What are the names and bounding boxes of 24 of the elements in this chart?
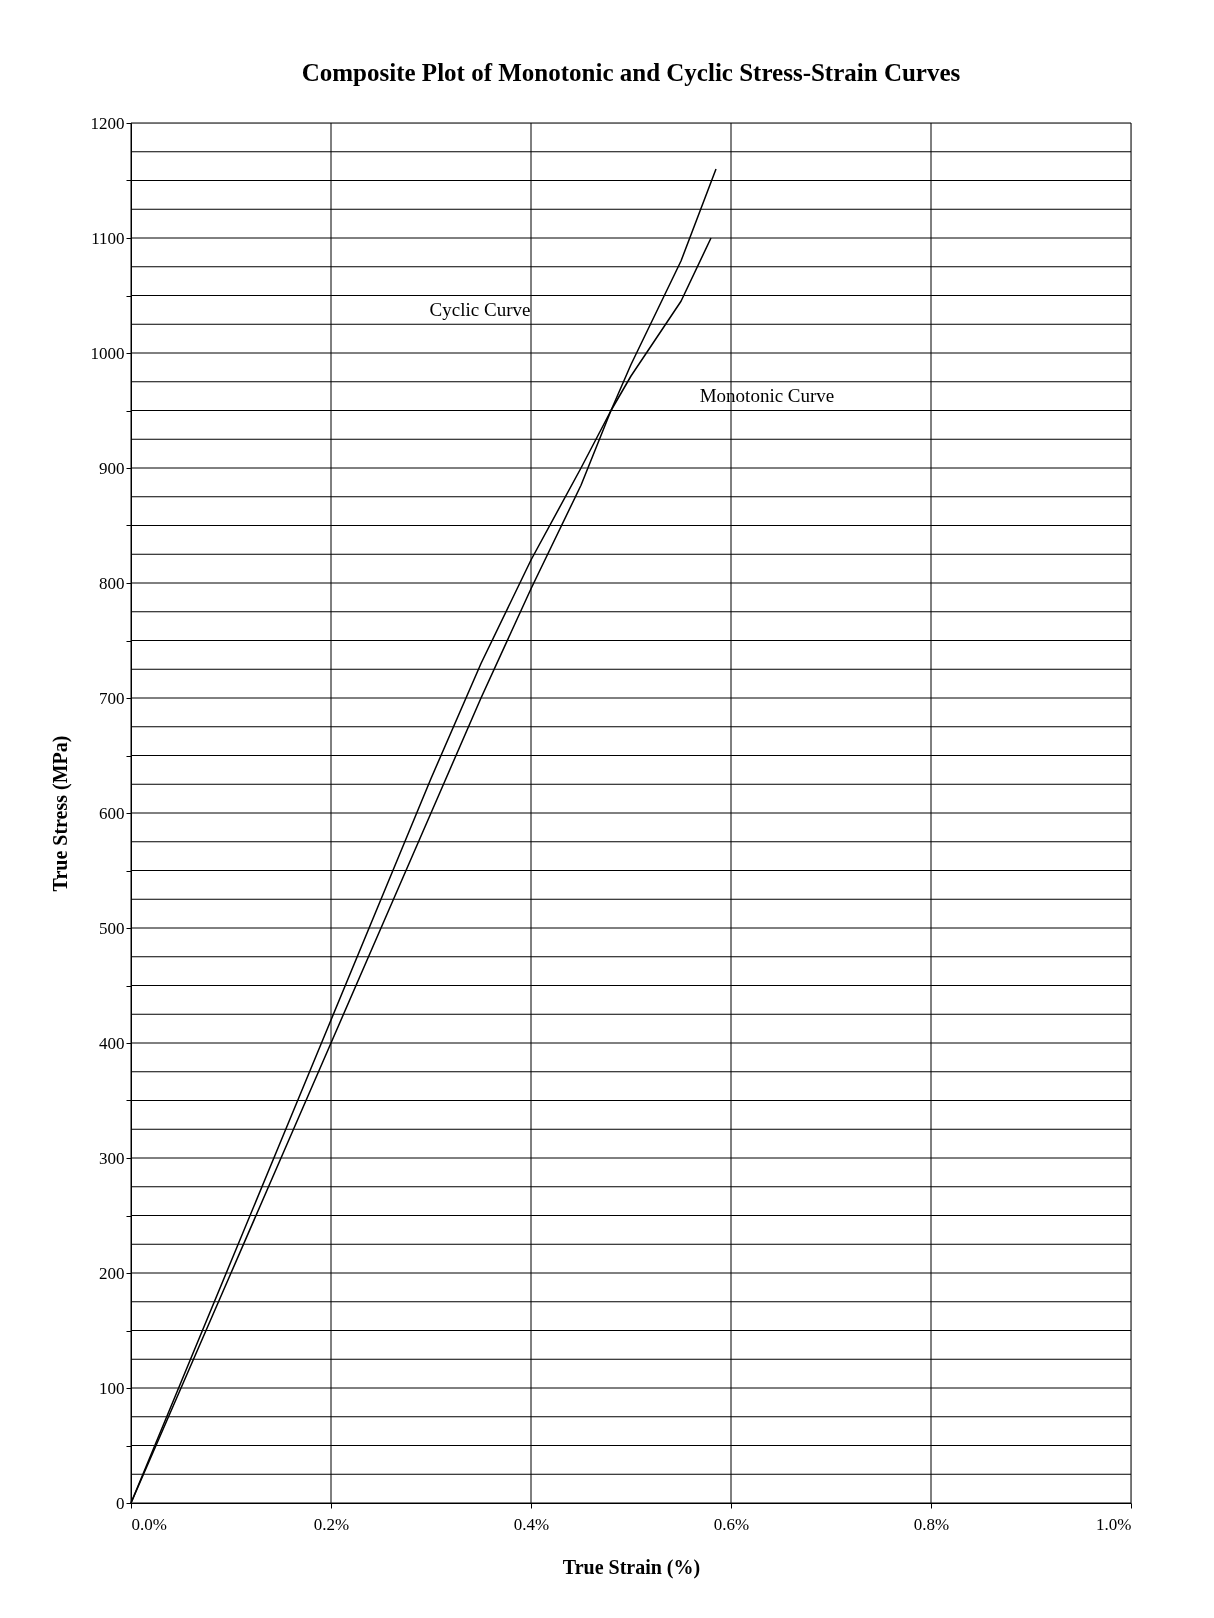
y-tick-label: 900	[99, 458, 125, 478]
y-tick-label: 1200	[90, 113, 125, 133]
y-tick-label: 0	[116, 1493, 125, 1513]
annotation: Monotonic Curve	[699, 385, 835, 406]
y-tick-label: 1100	[91, 228, 125, 248]
x-tick-label: 0.4%	[513, 1514, 550, 1534]
y-tick-label: 200	[99, 1263, 125, 1283]
annotation: Cyclic Curve	[429, 299, 531, 320]
y-axis-title: True Stress (MPa)	[48, 735, 72, 892]
y-tick-label: 700	[99, 688, 125, 708]
y-tick-label: 1000	[90, 343, 125, 363]
y-tick-label: 600	[99, 803, 125, 823]
y-tick-label: 300	[99, 1148, 125, 1168]
x-axis-title: True Strain (%)	[562, 1555, 701, 1579]
chart-title: Composite Plot of Monotonic and Cyclic Stress-Strain Curves	[301, 59, 961, 86]
x-tick-label: 0.0%	[131, 1514, 167, 1534]
x-tick-label: 0.6%	[713, 1514, 750, 1534]
y-tick-label: 800	[99, 573, 125, 593]
x-tick-label: 0.8%	[913, 1514, 950, 1534]
x-tick-label: 1.0%	[1096, 1514, 1132, 1534]
y-tick-label: 100	[99, 1378, 125, 1398]
y-tick-label: 400	[99, 1033, 125, 1053]
y-tick-label: 500	[99, 918, 125, 938]
x-tick-label: 0.2%	[313, 1514, 350, 1534]
